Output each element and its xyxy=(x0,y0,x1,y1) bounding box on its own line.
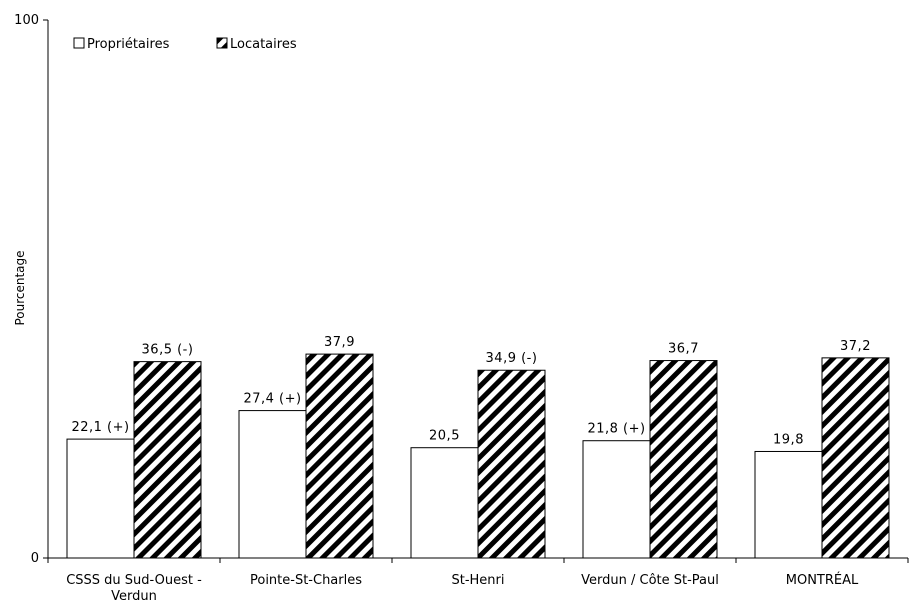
bar-locataires-pointe-st-charles xyxy=(305,353,374,559)
bar-locataires-montreal xyxy=(821,357,890,559)
bar-proprietaires-verdun-cote-st-paul xyxy=(582,440,651,559)
x-tick-label-line: MONTRÉAL xyxy=(786,572,859,588)
data-label-locataires-verdun-cote-st-paul: 36,7 xyxy=(668,342,699,357)
bar-proprietaires-csss-du-sud-ouest-verdun xyxy=(66,438,135,559)
data-label-locataires-montreal: 37,2 xyxy=(840,339,871,354)
data-label-proprietaires-verdun-cote-st-paul: 21,8 (+) xyxy=(587,422,645,437)
legend-swatch-locataires xyxy=(216,37,228,49)
bar-locataires-verdun-cote-st-paul xyxy=(649,360,718,559)
x-tick-label-line: St-Henri xyxy=(451,573,504,588)
legend-swatch-proprietaires xyxy=(73,37,85,49)
data-label-proprietaires-st-henri: 20,5 xyxy=(429,429,460,444)
x-tick-label-line: CSSS du Sud-Ouest - xyxy=(66,573,202,588)
data-label-proprietaires-montreal: 19,8 xyxy=(773,432,804,447)
x-tick-label-line: Verdun xyxy=(111,589,157,604)
x-tick-label-st-henri: St-Henri xyxy=(451,573,504,588)
y-tick-label-0: 0 xyxy=(31,551,39,566)
bar-locataires-st-henri xyxy=(477,369,546,559)
y-tick-label-100: 100 xyxy=(14,13,39,28)
bar-locataires-csss-du-sud-ouest-verdun xyxy=(133,361,202,559)
x-tick-label-montreal: MONTRÉAL xyxy=(786,572,859,588)
x-tick-label-pointe-st-charles: Pointe-St-Charles xyxy=(250,573,362,588)
legend: Propriétaires Locataires xyxy=(73,37,297,52)
data-label-proprietaires-csss-du-sud-ouest-verdun: 22,1 (+) xyxy=(71,420,129,435)
x-tick-label-line: Pointe-St-Charles xyxy=(250,573,362,588)
x-tick-label-line: Verdun / Côte St-Paul xyxy=(581,573,719,588)
x-tick-label-csss-du-sud-ouest-verdun: CSSS du Sud-Ouest -Verdun xyxy=(66,573,202,604)
data-label-locataires-pointe-st-charles: 37,9 xyxy=(324,335,355,350)
legend-label-proprietaires: Propriétaires xyxy=(87,37,170,52)
plot-area: CSSS du Sud-Ouest -Verdun 22,1 (+) 36,5 (-… xyxy=(47,335,909,604)
bar-proprietaires-montreal xyxy=(754,450,823,559)
bar-proprietaires-pointe-st-charles xyxy=(238,410,307,559)
legend-label-locataires: Locataires xyxy=(230,37,297,52)
x-tick-label-verdun-cote-st-paul: Verdun / Côte St-Paul xyxy=(581,573,719,588)
data-label-locataires-csss-du-sud-ouest-verdun: 36,5 (-) xyxy=(142,343,194,358)
data-label-locataires-st-henri: 34,9 (-) xyxy=(486,351,538,366)
data-label-proprietaires-pointe-st-charles: 27,4 (+) xyxy=(243,392,301,407)
bar-proprietaires-st-henri xyxy=(410,447,479,559)
y-axis-title: Pourcentage xyxy=(13,250,27,325)
